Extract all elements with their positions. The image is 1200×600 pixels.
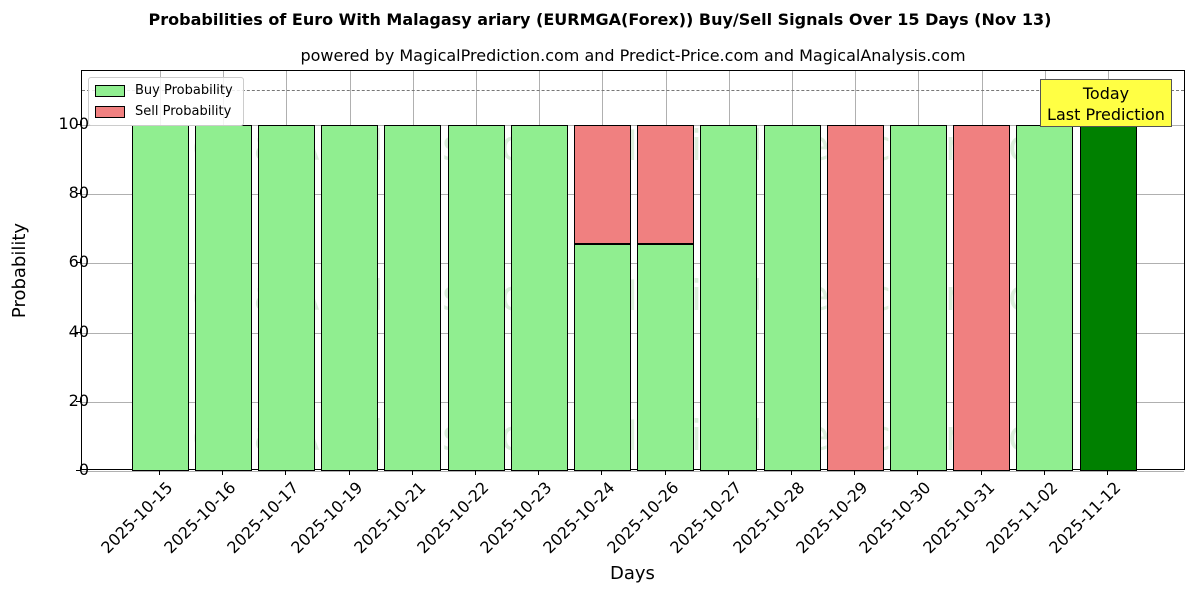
- sell-bar: [953, 125, 1011, 471]
- y-tick-mark: [76, 331, 81, 333]
- y-axis-label: Probability: [9, 222, 31, 319]
- y-tick-mark: [76, 470, 81, 471]
- buy-bar: [321, 125, 379, 471]
- buy-bar: [384, 125, 442, 471]
- x-tick-mark: [285, 470, 287, 475]
- today-annotation: Today Last Prediction: [1040, 79, 1172, 127]
- gridline-h: [82, 471, 1184, 472]
- gridline-h: [82, 263, 1184, 265]
- legend-item-buy: Buy Probability: [95, 83, 233, 98]
- reference-line: [82, 90, 1184, 92]
- buy-bar: [1079, 125, 1137, 471]
- legend: Buy Probability Sell Probability: [88, 77, 244, 126]
- buy-bar: [447, 125, 505, 471]
- y-tick-label: 100: [58, 114, 89, 133]
- x-tick-mark: [348, 470, 350, 475]
- buy-bar: [700, 125, 758, 471]
- y-tick-mark: [76, 262, 81, 264]
- buy-swatch: [95, 84, 125, 97]
- buy-bar: [889, 125, 947, 471]
- x-tick-mark: [159, 470, 160, 475]
- y-tick-mark: [76, 400, 81, 402]
- y-tick-mark: [76, 124, 81, 125]
- x-tick-mark: [411, 470, 413, 475]
- buy-bar: [1016, 125, 1074, 471]
- x-tick-mark: [1043, 470, 1045, 475]
- chart-subtitle: powered by MagicalPrediction.com and Pre…: [300, 46, 966, 65]
- buy-bar: [131, 125, 189, 471]
- y-tick-label: 0: [78, 460, 89, 479]
- buy-bar: [637, 244, 695, 471]
- sell-swatch: [95, 105, 125, 118]
- y-tick-label: 60: [68, 252, 89, 272]
- gridline-h: [82, 194, 1184, 196]
- x-tick-mark: [475, 470, 476, 475]
- gridline-h: [82, 125, 1184, 126]
- x-tick-mark: [727, 470, 729, 475]
- gridline-h: [82, 332, 1184, 334]
- x-tick-mark: [538, 470, 540, 475]
- y-tick-label: 80: [68, 183, 89, 203]
- gridline-h: [82, 401, 1184, 403]
- buy-bar: [763, 125, 821, 471]
- plot-area: MagicalAnalysis.comMagicalPrediction.com…: [81, 70, 1185, 472]
- x-tick-mark: [854, 470, 856, 475]
- buy-bar: [257, 125, 315, 471]
- buy-bar: [510, 125, 568, 471]
- legend-label-buy: Buy Probability: [135, 83, 233, 98]
- buy-bar: [194, 125, 252, 471]
- x-tick-mark: [1107, 470, 1108, 475]
- x-tick-mark: [980, 470, 982, 475]
- x-tick-mark: [664, 470, 666, 475]
- sell-bar: [573, 125, 631, 245]
- legend-item-sell: Sell Probability: [95, 104, 231, 119]
- annotation-line2: Last Prediction: [1047, 105, 1165, 124]
- y-tick-mark: [76, 193, 81, 195]
- buy-bar: [573, 244, 631, 471]
- chart-title: Probabilities of Euro With Malagasy aria…: [148, 10, 1052, 29]
- x-tick-mark: [222, 470, 224, 475]
- sell-bar: [637, 125, 695, 245]
- legend-label-sell: Sell Probability: [135, 104, 232, 119]
- sell-bar: [826, 125, 884, 471]
- x-axis-label: Days: [610, 563, 655, 584]
- y-tick-label: 40: [68, 321, 89, 341]
- x-tick-mark: [601, 470, 603, 475]
- x-tick-mark: [917, 470, 919, 475]
- x-tick-mark: [791, 470, 792, 475]
- y-tick-label: 20: [68, 390, 89, 410]
- annotation-line1: Today: [1082, 84, 1130, 103]
